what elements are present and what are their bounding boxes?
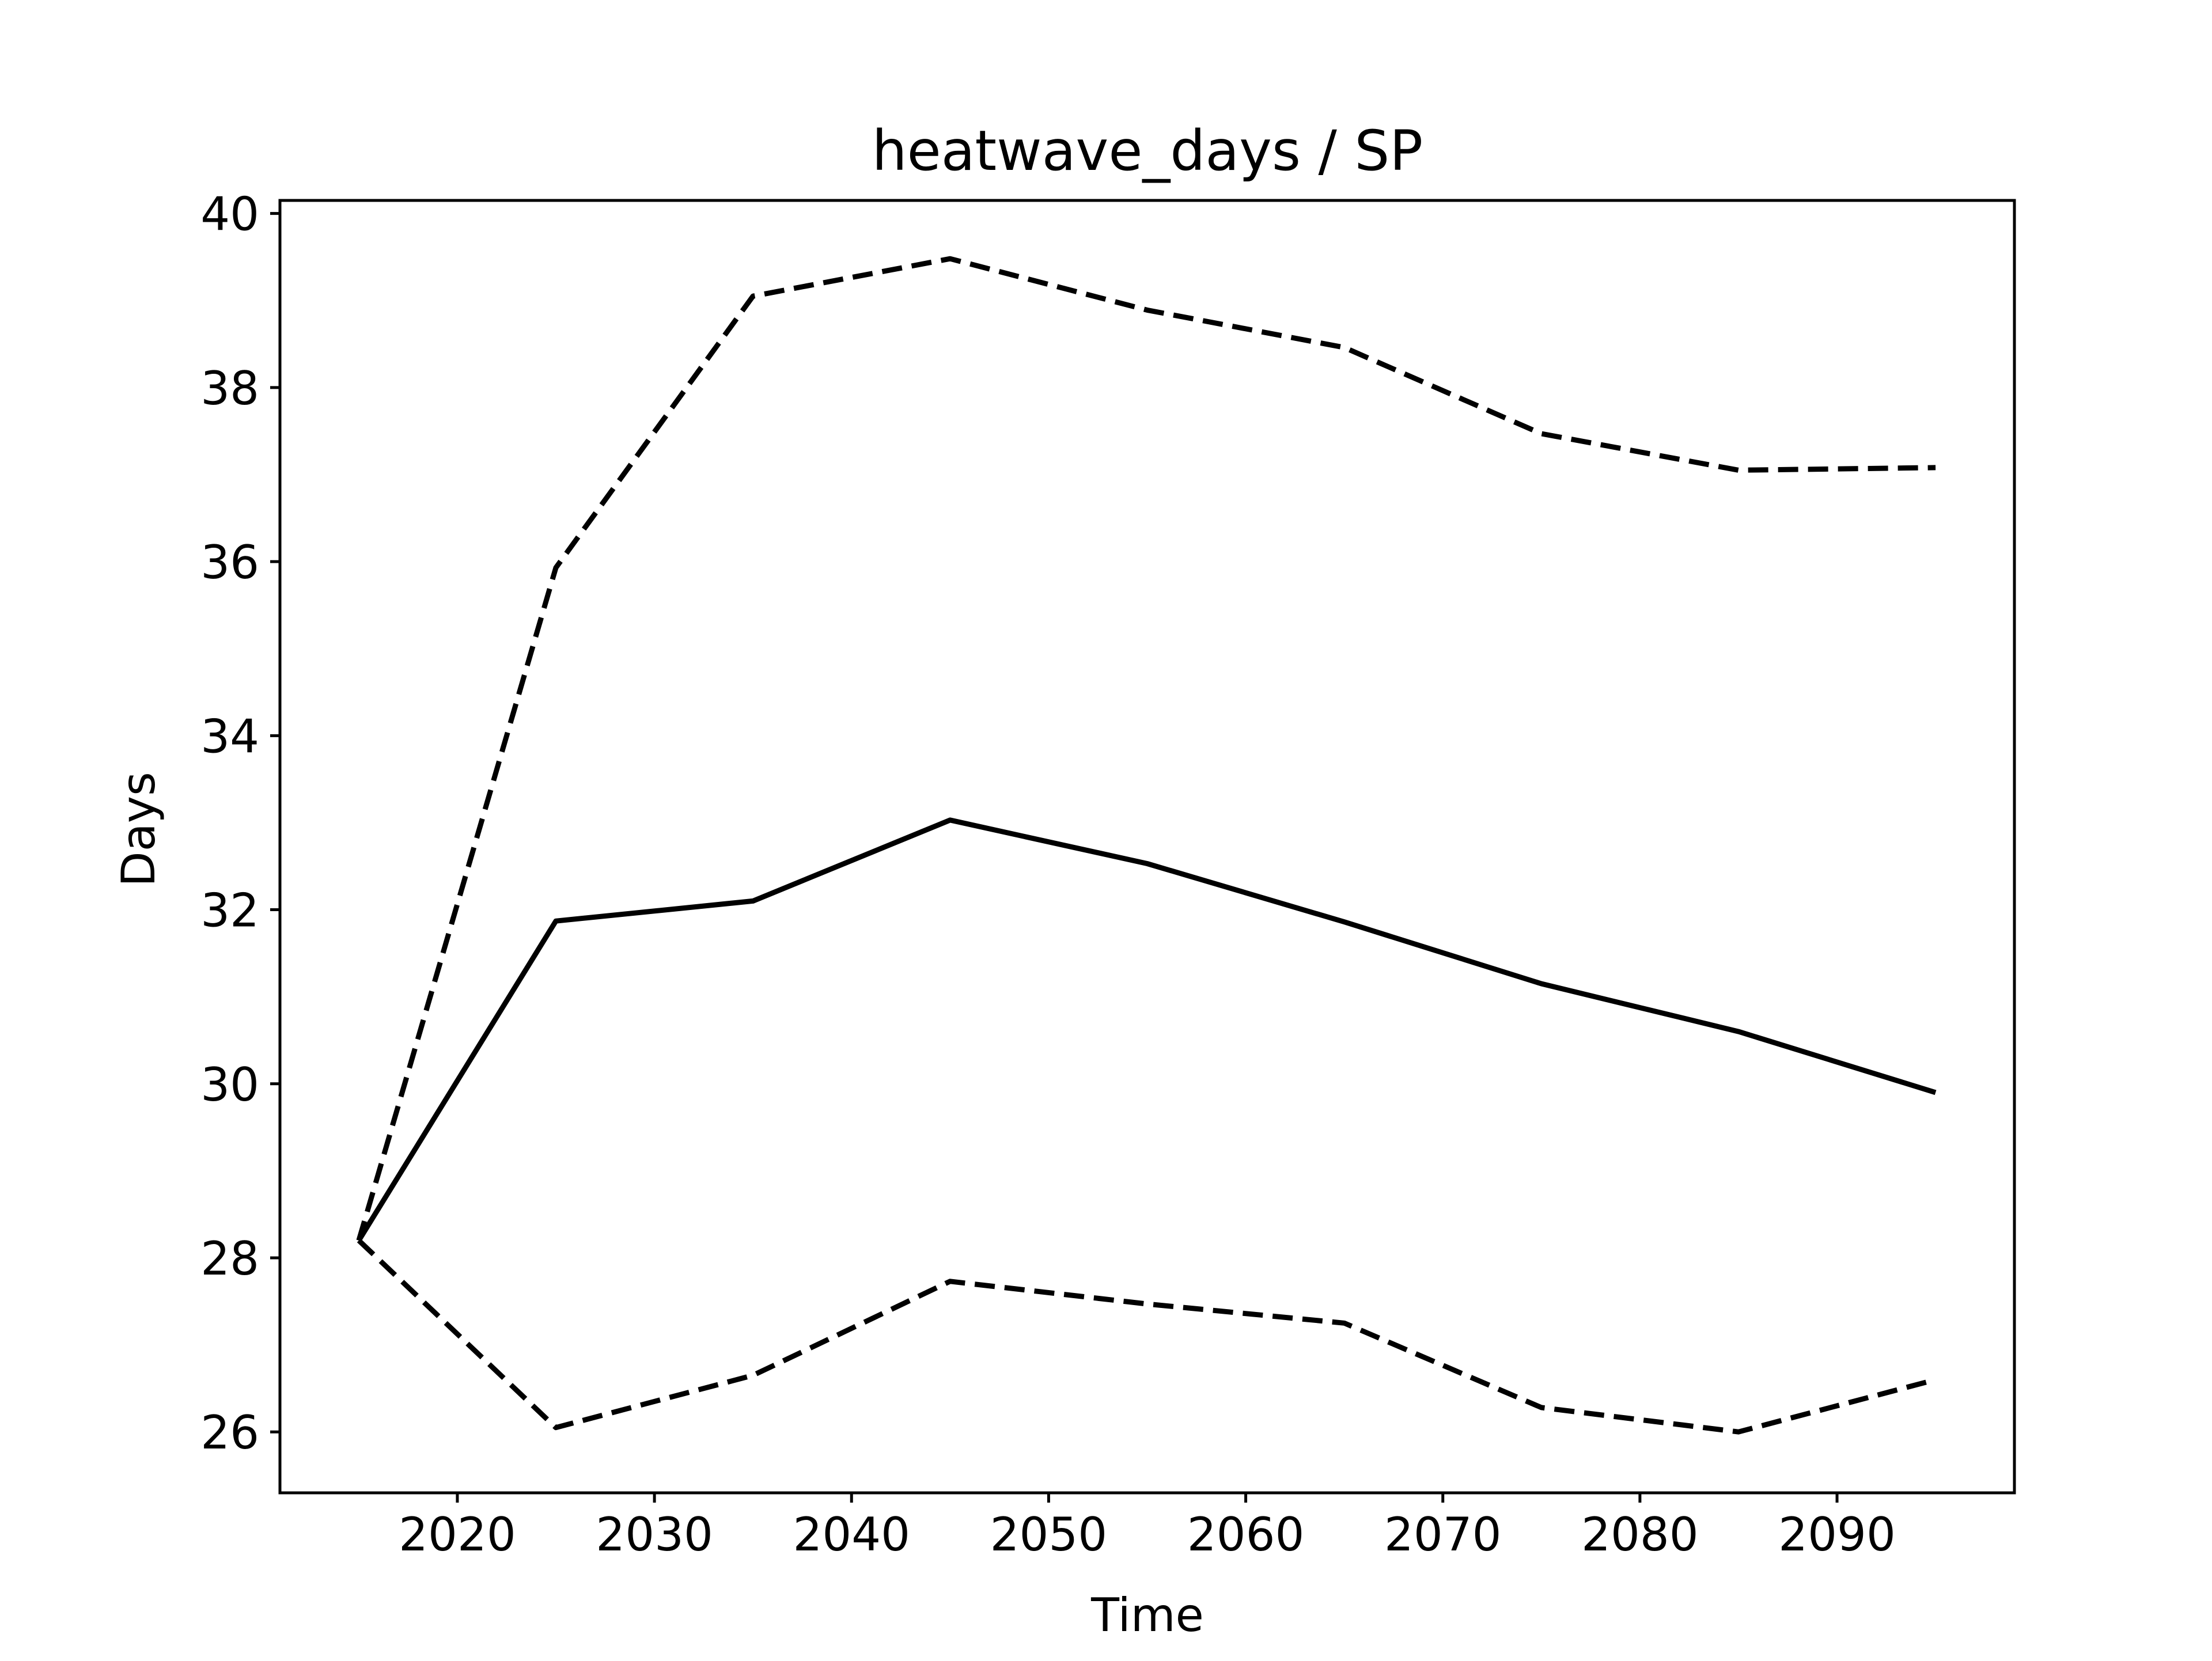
y-tick-label: 34: [200, 710, 259, 763]
x-tick-label: 2060: [1187, 1508, 1305, 1561]
chart-title: heatwave_days / SP: [872, 119, 1423, 183]
y-tick-label: 38: [200, 362, 259, 415]
x-tick-label: 2040: [793, 1508, 910, 1561]
x-tick-label: 2080: [1581, 1508, 1699, 1561]
series-line-lower: [357, 1238, 1937, 1435]
y-tick-label: 30: [200, 1058, 259, 1112]
y-tick-label: 36: [200, 536, 259, 589]
x-tick-label: 2090: [1778, 1508, 1896, 1561]
y-axis-label: Days: [112, 772, 165, 887]
x-tick-label: 2030: [596, 1508, 713, 1561]
y-tick-label: 40: [200, 188, 259, 241]
axis-ticks: 2020 2030 2040 2050 2060 2070 2080 2090 26 28 30 32…: [200, 188, 1896, 1561]
series-line-mean: [357, 817, 1937, 1242]
x-axis-label: Time: [1090, 1588, 1204, 1642]
y-tick-label: 32: [200, 884, 259, 938]
x-tick-label: 2050: [990, 1508, 1108, 1561]
y-tick-label: 28: [200, 1232, 259, 1285]
plot-marks: [356, 256, 1937, 1435]
series-line-upper: [356, 256, 1936, 1242]
x-tick-label: 2070: [1384, 1508, 1502, 1561]
plot-frame: [278, 199, 2016, 1495]
x-tick-label: 2020: [399, 1508, 516, 1561]
y-tick-label: 26: [200, 1406, 259, 1459]
